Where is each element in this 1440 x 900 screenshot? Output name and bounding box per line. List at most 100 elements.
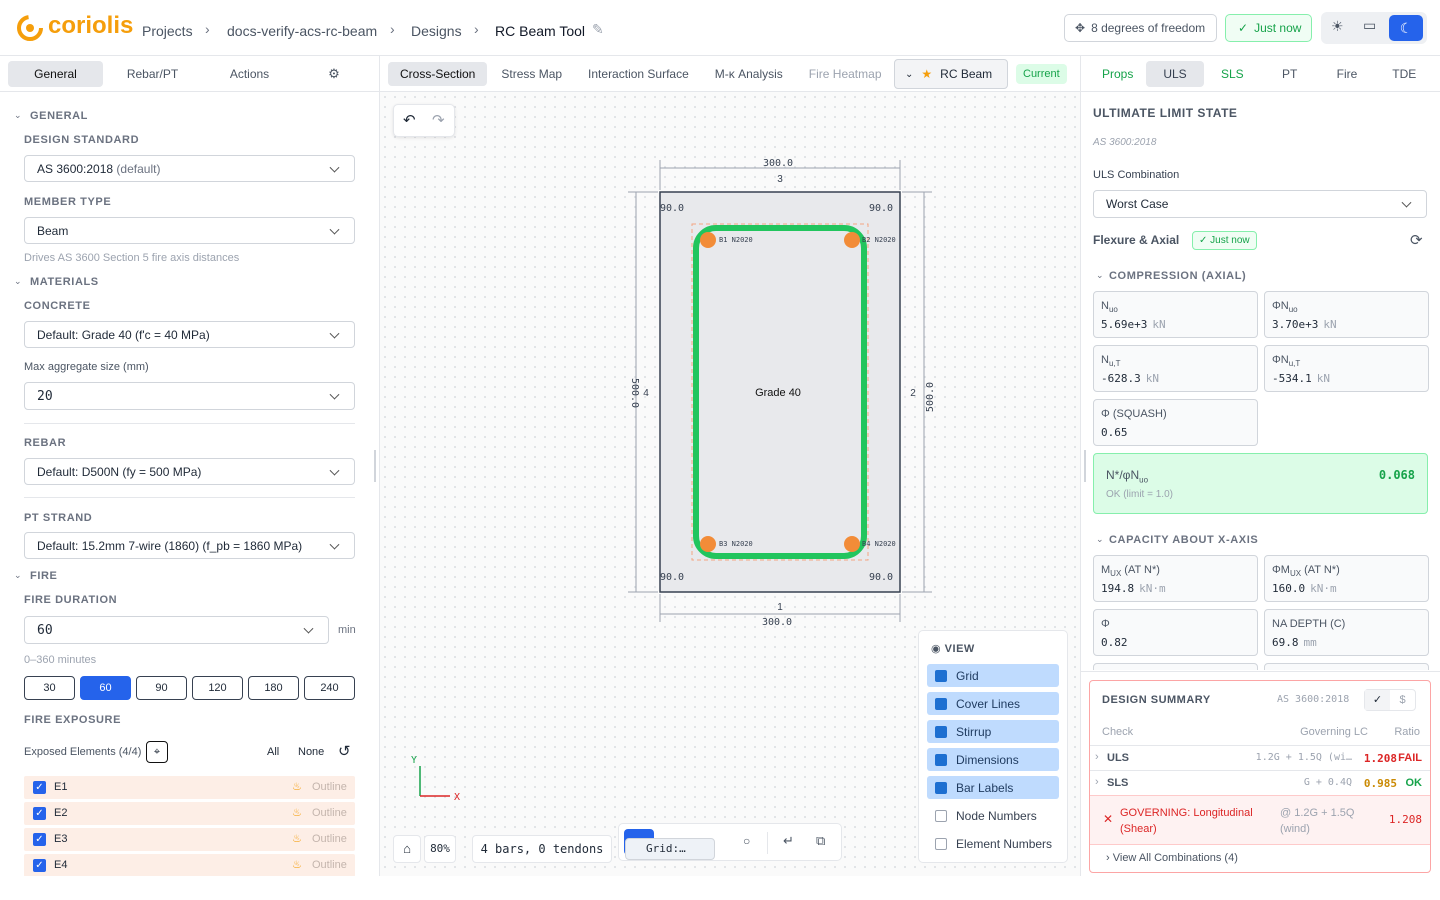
pt-select[interactable]: Default: 15.2mm 7-wire (1860) (f_pb = 18… <box>24 532 355 559</box>
stirrup[interactable] <box>693 225 867 559</box>
divider <box>0 91 380 92</box>
duration-option[interactable]: 60 <box>80 676 131 700</box>
duration-option[interactable]: 90 <box>136 676 187 700</box>
view-option[interactable]: Bar Labels <box>927 776 1059 799</box>
section-heading[interactable]: FIRE <box>30 570 58 582</box>
checkbox[interactable]: ✓ <box>33 807 46 820</box>
checkbox[interactable] <box>935 838 947 850</box>
fit-tool[interactable]: ⧉ <box>816 833 826 848</box>
view-option[interactable]: Grid <box>927 664 1059 687</box>
section-heading[interactable]: CAPACITY ABOUT X-AXIS <box>1109 534 1259 546</box>
duration-option[interactable]: 240 <box>304 676 355 700</box>
resize-handle[interactable] <box>374 450 376 482</box>
checkbox[interactable] <box>935 782 947 794</box>
tab[interactable]: Cross-Section <box>388 62 488 86</box>
reset-icon[interactable]: ↺ <box>338 743 351 760</box>
check-view[interactable]: ✓ <box>1365 690 1390 710</box>
section-heading[interactable]: MATERIALS <box>30 276 99 288</box>
checkbox[interactable] <box>935 810 947 822</box>
rebar-select[interactable]: Default: D500N (fy = 500 MPa) <box>24 458 355 485</box>
tab[interactable]: Rebar/PT <box>126 67 179 81</box>
tab[interactable]: Interaction Surface <box>588 67 689 81</box>
view-option[interactable]: Stirrup <box>927 720 1059 743</box>
element-row[interactable]: ✓ E3 ♨ Outline <box>24 828 355 851</box>
duration-option[interactable]: 120 <box>192 676 243 700</box>
select-none[interactable]: None <box>298 746 325 758</box>
section-heading[interactable]: GENERAL <box>30 110 88 122</box>
summary-row[interactable]: › SLS G + 0.4Q 0.985 OK <box>1090 770 1430 795</box>
bars[interactable] <box>700 232 860 552</box>
view-option[interactable]: Node Numbers <box>927 804 1059 827</box>
redo[interactable]: ↷ <box>432 112 445 129</box>
tab[interactable]: Actions <box>229 67 270 81</box>
grid-select[interactable]: Grid:… <box>625 838 715 860</box>
checkbox[interactable] <box>935 698 947 710</box>
summary-row[interactable]: › ULS 1.2G + 1.5Q (wi… 1.208 FAIL <box>1090 745 1430 770</box>
breadcrumb[interactable]: Projects <box>142 23 193 39</box>
view-option[interactable]: Element Numbers <box>927 832 1059 855</box>
view-option[interactable]: Cover Lines <box>927 692 1059 715</box>
zoom[interactable]: 80% <box>424 835 456 863</box>
chevron: ⌄ <box>1096 534 1104 544</box>
exposure-mode[interactable]: Outline <box>312 833 347 845</box>
center-tabbar: Cross-Section Stress Map Interaction Surfa… <box>380 56 1080 92</box>
system-btn[interactable]: ▭ <box>1363 17 1377 33</box>
undo[interactable]: ↶ <box>403 112 416 129</box>
standard-select[interactable]: AS 3600:2018 (default) <box>24 155 355 182</box>
tab[interactable]: TDE <box>1392 67 1417 81</box>
aggregate-input[interactable]: 20 <box>24 382 355 410</box>
circle-tool[interactable]: ○ <box>743 834 751 848</box>
member-select[interactable]: Beam <box>24 217 355 244</box>
tab[interactable]: ULS <box>1146 61 1204 87</box>
section-drawing: 300.0 3 1 300.0 500.0 4 2 500.0 90.0 90.… <box>411 158 936 803</box>
duration-option[interactable]: 30 <box>24 676 75 700</box>
element-row[interactable]: ✓ E1 ♨ Outline <box>24 776 355 799</box>
logo[interactable]: coriolis <box>48 12 134 39</box>
tab[interactable]: PT <box>1281 67 1298 81</box>
design-picker[interactable]: ⌄ ★ RC Beam <box>894 59 1008 89</box>
exposure-mode[interactable]: Outline <box>312 807 347 819</box>
section-heading[interactable]: COMPRESSION (AXIAL) <box>1109 270 1247 282</box>
edit-icon[interactable]: ✎ <box>592 21 604 37</box>
design-summary: DESIGN SUMMARY AS 3600:2018 ✓ $ Check Gov… <box>1089 680 1431 873</box>
option-label: Stirrup <box>956 725 992 739</box>
tab[interactable]: M-κ Analysis <box>714 67 783 81</box>
resize-handle[interactable] <box>1084 450 1086 482</box>
dark-btn[interactable]: ☾ <box>1389 15 1423 41</box>
light-btn[interactable]: ☀ <box>1331 18 1344 34</box>
governing-ratio: 1.208 <box>1388 813 1422 826</box>
view-all-link[interactable]: › View All Combinations (4) <box>1106 852 1238 864</box>
duration-option[interactable]: 180 <box>248 676 299 700</box>
tab[interactable]: Fire Heatmap <box>808 67 882 81</box>
tab[interactable]: Stress Map <box>501 67 563 81</box>
select-all[interactable]: All <box>267 746 280 758</box>
concrete-select[interactable]: Default: Grade 40 (f'c = 40 MPa) <box>24 321 355 348</box>
element-row[interactable]: ✓ E2 ♨ Outline <box>24 802 355 825</box>
dof-badge[interactable]: ✥ 8 degrees of freedom <box>1064 14 1217 42</box>
enter-tool[interactable]: ↵ <box>783 833 794 848</box>
tab[interactable]: SLS <box>1220 67 1244 81</box>
checkbox[interactable]: ✓ <box>33 781 46 794</box>
checkbox[interactable]: ✓ <box>33 859 46 872</box>
tab[interactable]: Props <box>1101 67 1134 81</box>
checkbox[interactable] <box>935 670 947 682</box>
duration-input[interactable]: 60 <box>24 616 329 644</box>
checkbox[interactable] <box>935 726 947 738</box>
settings-tab[interactable]: ⚙ <box>328 66 340 81</box>
view-option[interactable]: Dimensions <box>927 748 1059 771</box>
select-tool[interactable]: ⌖ <box>146 741 168 763</box>
home-btn[interactable]: ⌂ <box>393 835 421 863</box>
exposure-mode[interactable]: Outline <box>312 859 347 871</box>
concrete-section[interactable] <box>659 191 901 593</box>
combo-select[interactable]: Worst Case <box>1093 190 1427 218</box>
element-row[interactable]: ✓ E4 ♨ Outline <box>24 854 355 876</box>
tab[interactable]: Fire <box>1336 67 1358 81</box>
exposure-mode[interactable]: Outline <box>312 781 347 793</box>
breadcrumb[interactable]: Designs <box>411 23 462 39</box>
tab[interactable]: General <box>8 61 103 87</box>
refresh[interactable]: ⟳ <box>1410 232 1423 249</box>
checkbox[interactable]: ✓ <box>33 833 46 846</box>
breadcrumb[interactable]: docs-verify-acs-rc-beam <box>227 23 378 39</box>
checkbox[interactable] <box>935 754 947 766</box>
cost-view[interactable]: $ <box>1399 694 1406 706</box>
